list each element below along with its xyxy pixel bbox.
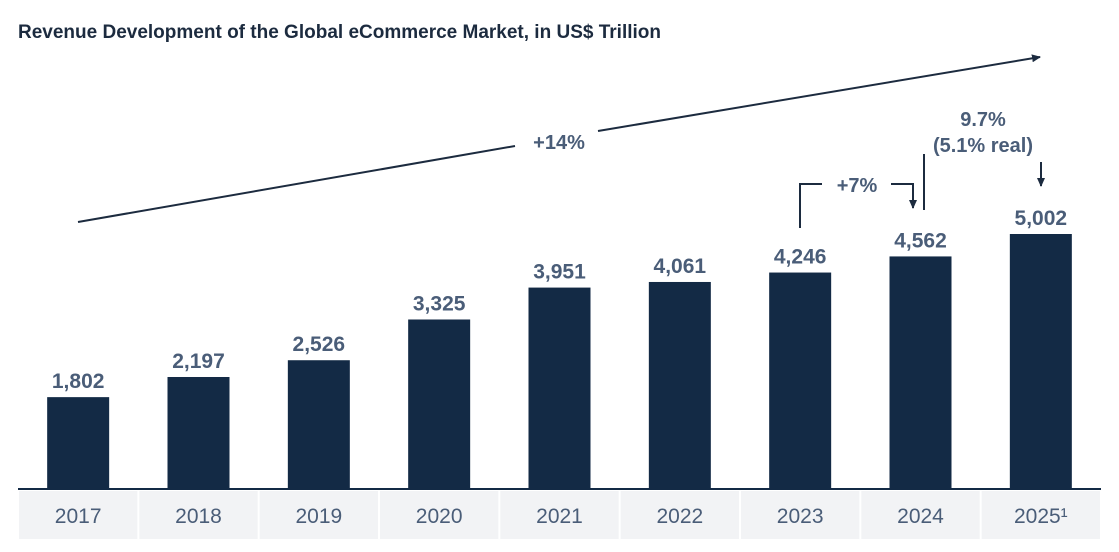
x-axis-band xyxy=(380,491,499,539)
x-tick-label: 2021 xyxy=(536,505,583,528)
bar-value-label: 2,197 xyxy=(172,350,225,373)
bar-value-label: 1,802 xyxy=(52,370,105,393)
x-tick-label: 2020 xyxy=(416,505,463,528)
bar-value-label: 4,061 xyxy=(654,255,707,278)
growth-bracket-left xyxy=(799,183,822,228)
bar-2022 xyxy=(648,281,711,489)
growth-2025-label-line1: 9.7% xyxy=(960,109,1006,131)
x-tick-label: 2024 xyxy=(897,505,944,528)
growth-bracket-right xyxy=(891,183,917,209)
x-axis-band xyxy=(19,491,138,539)
bar-2018 xyxy=(167,376,230,489)
bar-value-label: 4,246 xyxy=(774,246,827,269)
x-tick-label: 2017 xyxy=(55,505,102,528)
growth-2023-2024-label: +7% xyxy=(837,175,878,197)
x-axis-band xyxy=(500,491,619,539)
x-axis-band xyxy=(861,491,980,539)
x-axis-band xyxy=(741,491,860,539)
bar-value-label: 2,526 xyxy=(293,333,346,356)
bar-2017 xyxy=(47,397,110,489)
bar-value-label: 4,562 xyxy=(894,229,947,252)
bar-value-label: 3,951 xyxy=(533,261,586,284)
bar-value-label: 3,325 xyxy=(413,292,466,315)
x-axis-band xyxy=(981,491,1100,539)
cagr-arrow-line-right xyxy=(597,54,1041,132)
cagr-label: +14% xyxy=(533,132,585,154)
bar-2023 xyxy=(769,272,832,489)
x-axis-band xyxy=(259,491,378,539)
x-axis-band xyxy=(139,491,258,539)
x-tick-label: 2022 xyxy=(656,505,703,528)
growth-2025-label-line2: (5.1% real) xyxy=(933,135,1033,157)
x-tick-label: 2025¹ xyxy=(1014,505,1068,528)
bar-2021 xyxy=(528,287,591,489)
cagr-arrow-line-left xyxy=(77,145,516,223)
chart-title: Revenue Development of the Global eComme… xyxy=(18,22,661,43)
bar-2019 xyxy=(287,360,350,489)
x-tick-label: 2023 xyxy=(777,505,824,528)
x-tick-label: 2018 xyxy=(175,505,222,528)
bar-2020 xyxy=(408,319,471,489)
x-tick-label: 2019 xyxy=(295,505,342,528)
x-axis-band xyxy=(620,491,739,539)
bar-value-label: 5,002 xyxy=(1015,207,1068,230)
bar-2025 xyxy=(1009,234,1072,489)
bar-2024 xyxy=(889,256,952,489)
